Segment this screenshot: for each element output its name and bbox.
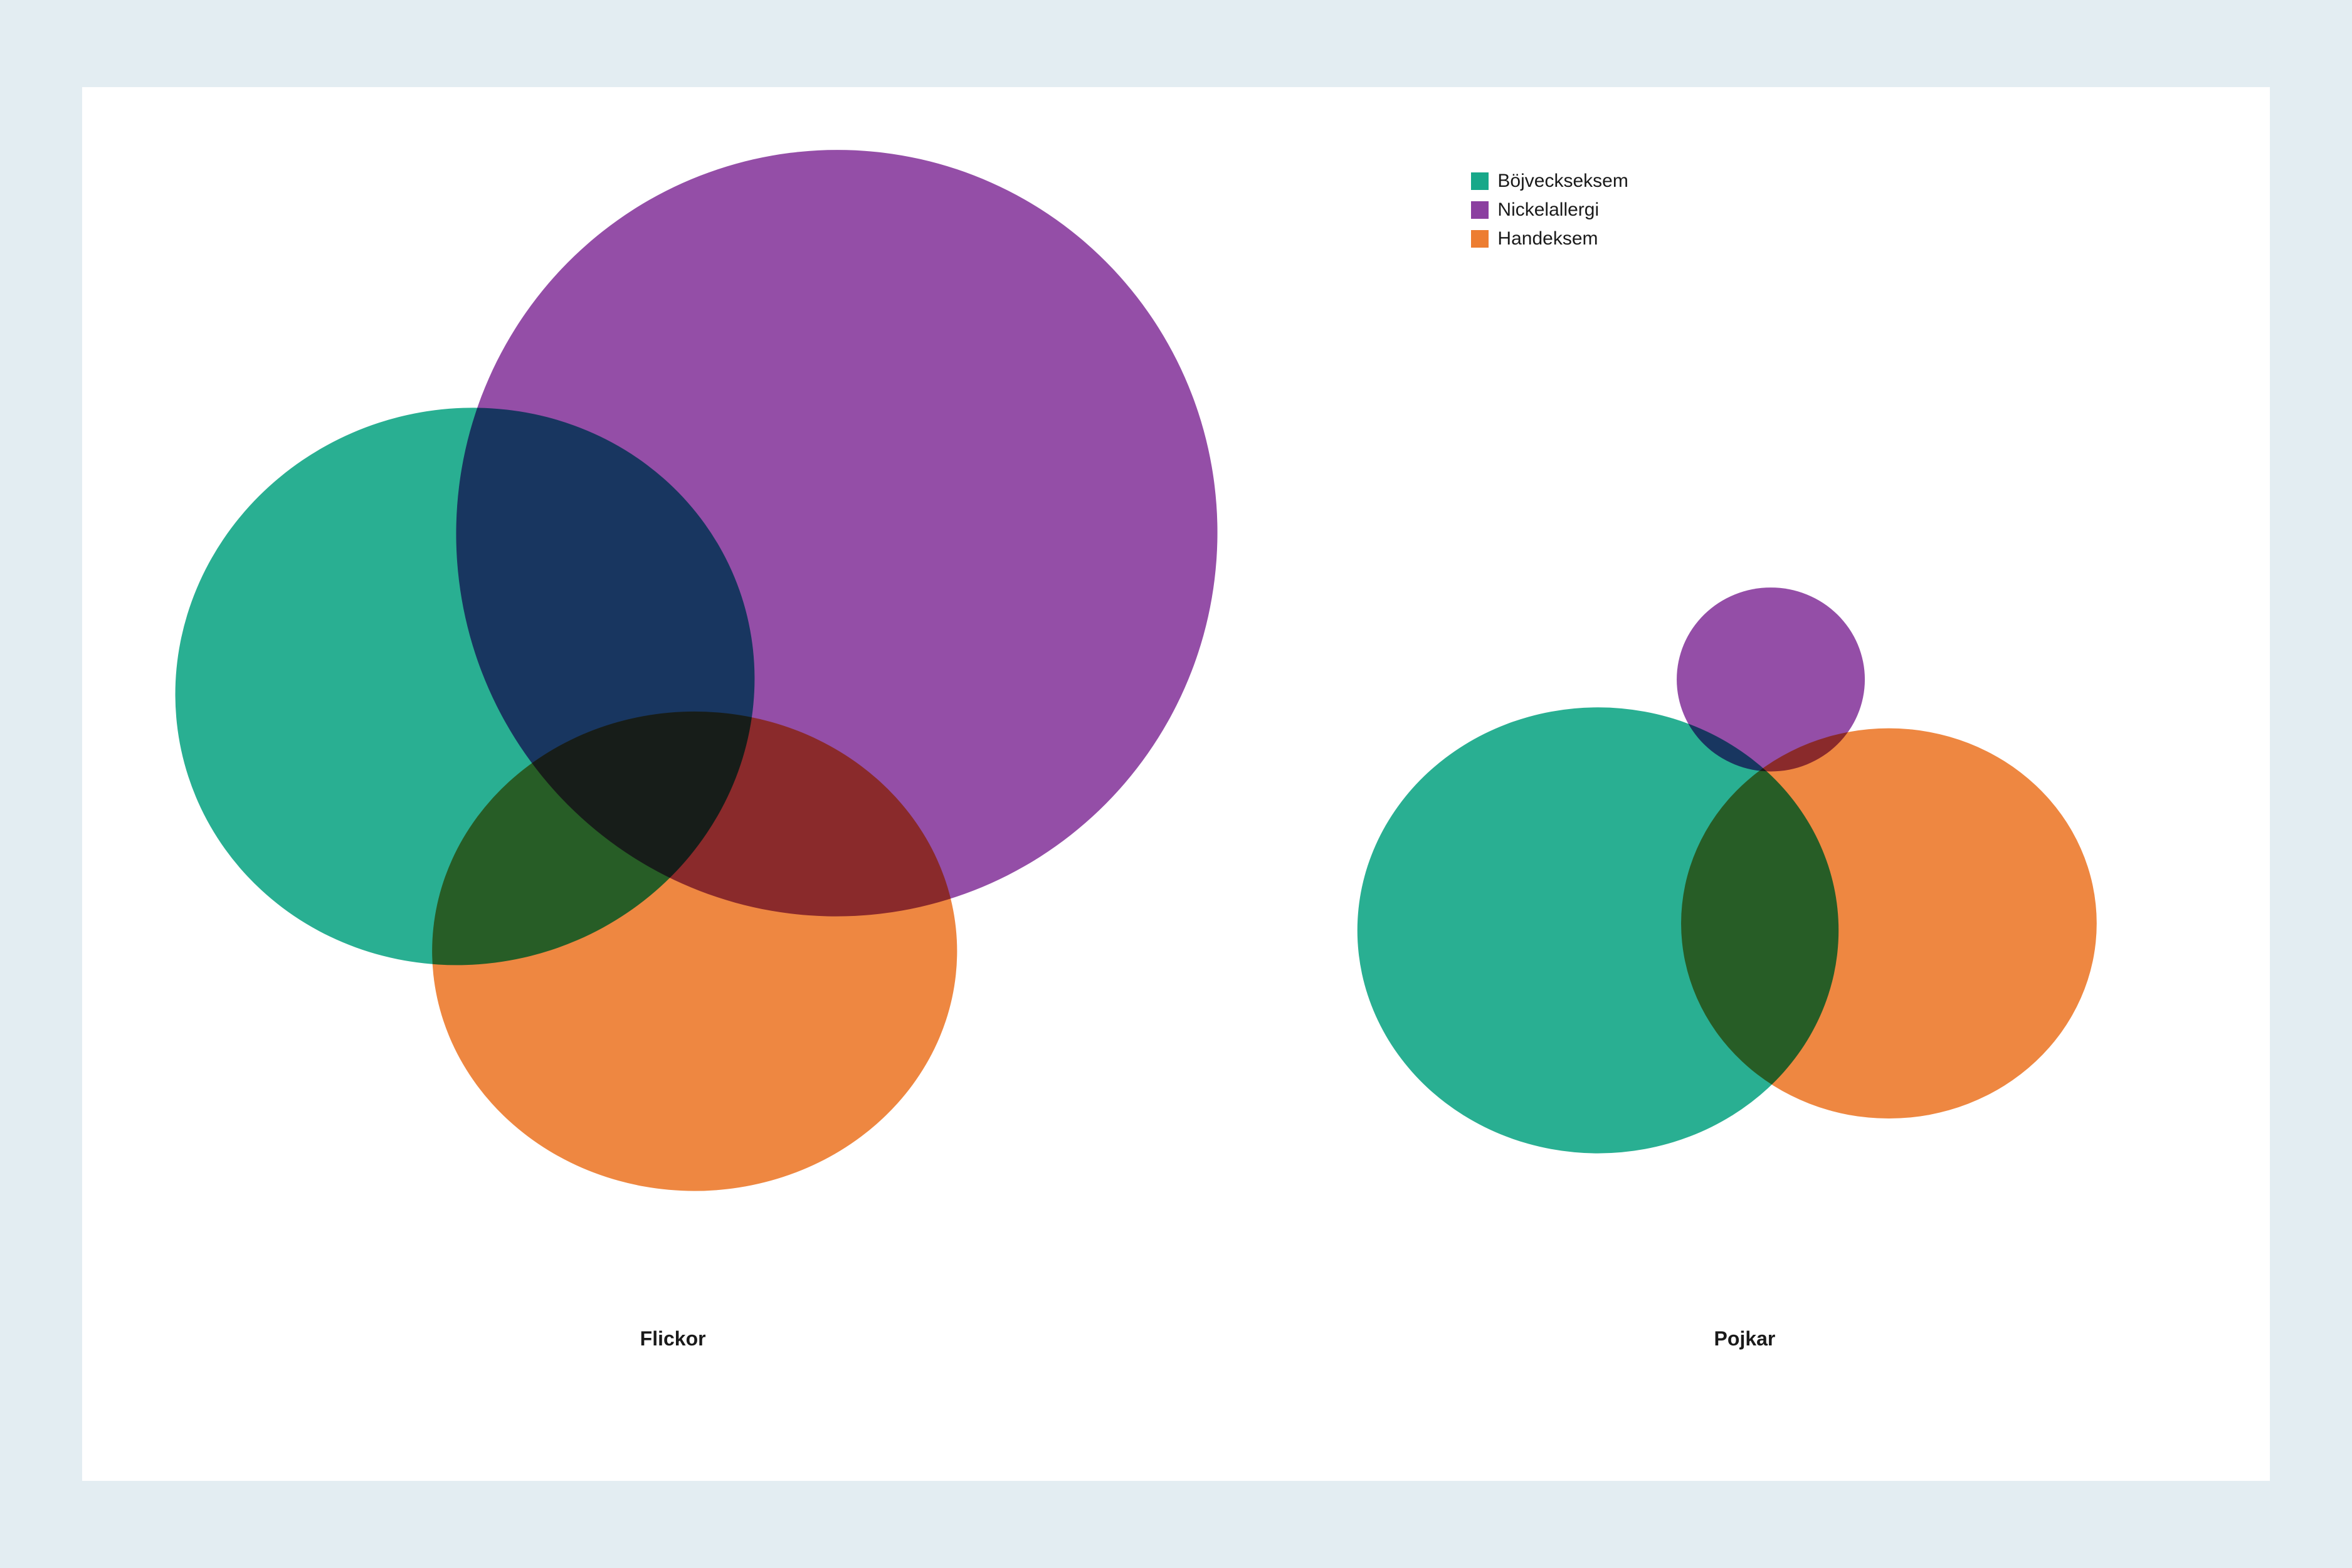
group-label-pojkar: Pojkar bbox=[1714, 1327, 1776, 1350]
venn-ellipse-pojkar-teal bbox=[1358, 707, 1838, 1153]
legend-label: Nickelallergi bbox=[1497, 199, 1599, 221]
legend-item-purple: Nickelallergi bbox=[1471, 199, 1628, 221]
venn-group-pojkar bbox=[1358, 587, 2097, 1154]
venn-ellipse-pojkar-purple bbox=[1677, 587, 1865, 771]
legend-item-orange: Handeksem bbox=[1471, 228, 1628, 250]
venn-svg bbox=[82, 87, 2269, 1481]
group-label-flickor: Flickor bbox=[640, 1327, 706, 1350]
legend-swatch-teal bbox=[1471, 172, 1489, 190]
legend-item-teal: Böjveckseksem bbox=[1471, 171, 1628, 192]
legend-swatch-orange bbox=[1471, 230, 1489, 248]
legend-label: Böjveckseksem bbox=[1497, 171, 1628, 192]
legend-label: Handeksem bbox=[1497, 228, 1598, 250]
legend: Böjveckseksem Nickelallergi Handeksem bbox=[1471, 171, 1628, 250]
diagram-panel: Böjveckseksem Nickelallergi Handeksem Flic… bbox=[82, 87, 2269, 1481]
venn-group-flickor bbox=[103, 107, 1262, 1191]
legend-swatch-purple bbox=[1471, 201, 1489, 219]
